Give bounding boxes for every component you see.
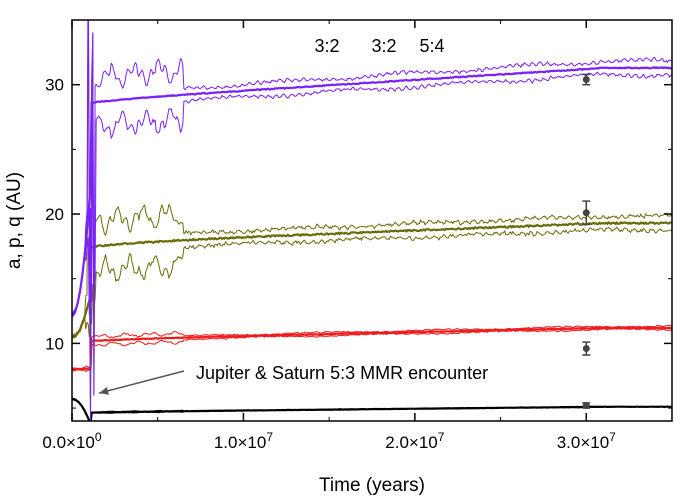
series-uranus <box>72 20 672 421</box>
data-point <box>582 345 590 353</box>
y-axis-title: a, p, q (AU) <box>4 172 25 269</box>
x-tick-label: 3.0×107 <box>557 430 616 452</box>
y-tick-label: 30 <box>45 76 64 95</box>
resonance-label: 3:2 <box>371 36 396 56</box>
y-tick-label: 20 <box>45 205 64 224</box>
annotation-text: Jupiter & Saturn 5:3 MMR encounter <box>196 363 488 383</box>
x-axis-title: Time (years) <box>319 475 425 496</box>
resonance-label: 5:4 <box>419 36 444 56</box>
observed-point <box>582 401 591 409</box>
series-neptune <box>72 20 672 421</box>
series-jupiter <box>72 397 672 421</box>
annotation-arrow <box>98 370 185 394</box>
x-tick-label: 2.0×107 <box>385 430 444 452</box>
resonance-label: 3:2 <box>314 36 339 56</box>
x-tick-label: 0.0×100 <box>42 430 101 452</box>
data-point <box>582 76 590 84</box>
plot-frame <box>71 19 673 422</box>
annotation-arrowhead <box>99 386 109 395</box>
series-line-aphelion <box>72 324 672 370</box>
y-tick-label: 10 <box>45 334 64 353</box>
observed-points <box>582 73 591 409</box>
series-layer <box>72 20 672 421</box>
series-line-semimajor-axis <box>72 326 672 371</box>
series-line-perihelion <box>72 72 672 317</box>
observed-point <box>582 200 591 226</box>
series-line-perihelion <box>72 226 672 339</box>
series-line-semimajor-axis <box>72 397 672 421</box>
data-point <box>582 401 590 409</box>
series-line-semimajor-axis <box>72 66 672 316</box>
series-line-aphelion <box>72 20 672 421</box>
observed-point <box>582 341 591 356</box>
series-line-semimajor-axis <box>72 221 672 338</box>
x-tick-label: 1.0×107 <box>214 430 273 452</box>
series-saturn <box>72 324 672 373</box>
data-point <box>582 209 590 217</box>
series-line-aphelion <box>72 20 672 421</box>
observed-point <box>582 73 591 86</box>
axis-ticks: 10 20 30 0.0×100 1.0×107 2.0×107 3.0×107 <box>42 19 672 452</box>
